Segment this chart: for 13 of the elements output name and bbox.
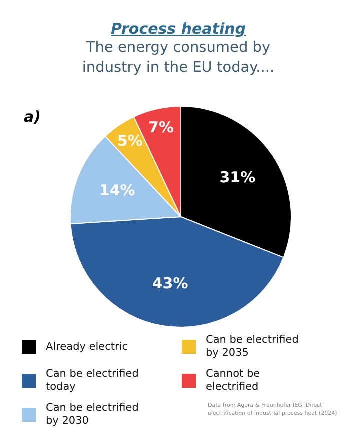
data-label: 31% bbox=[220, 168, 256, 186]
data-label: 7% bbox=[148, 118, 174, 136]
data-label: 14% bbox=[99, 182, 136, 200]
legend-label: Already electric bbox=[46, 340, 128, 354]
data-label: 5% bbox=[117, 132, 143, 150]
legend-label: Can be electrified today bbox=[46, 368, 140, 394]
legend-label: Can be electrified by 2030 bbox=[46, 402, 140, 428]
chart-subtitle: The energy consumed by industry in the EU today.... bbox=[81, 39, 276, 78]
chart-title: Process heating bbox=[110, 20, 246, 38]
data-label: 43% bbox=[152, 274, 188, 293]
legend-label: Can be electrified by 2035 bbox=[206, 334, 300, 360]
legend-label: Cannot be electrified bbox=[206, 368, 262, 394]
text: a) bbox=[24, 108, 41, 126]
